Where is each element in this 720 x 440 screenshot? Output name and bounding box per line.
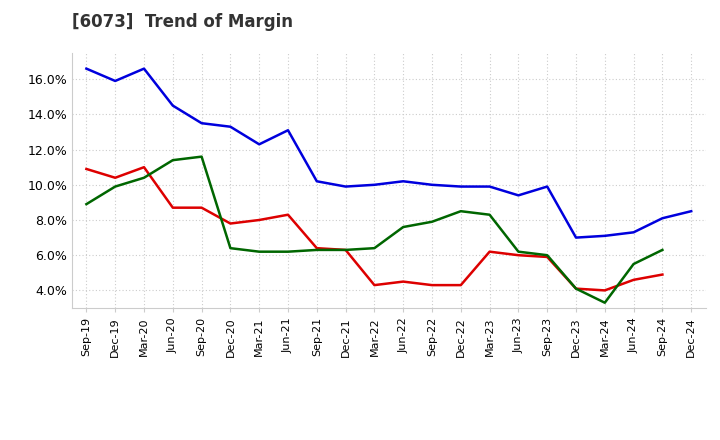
Operating Cashflow xyxy=(111,184,120,189)
Net Income xyxy=(456,282,465,288)
Operating Cashflow xyxy=(197,154,206,159)
Operating Cashflow xyxy=(226,246,235,251)
Operating Cashflow xyxy=(82,202,91,207)
Line: Operating Cashflow: Operating Cashflow xyxy=(86,157,662,303)
Operating Cashflow xyxy=(312,247,321,253)
Ordinary Income xyxy=(485,184,494,189)
Operating Cashflow xyxy=(658,247,667,253)
Operating Cashflow xyxy=(255,249,264,254)
Net Income xyxy=(485,249,494,254)
Ordinary Income xyxy=(572,235,580,240)
Ordinary Income xyxy=(687,209,696,214)
Net Income xyxy=(226,221,235,226)
Net Income xyxy=(82,166,91,172)
Net Income xyxy=(197,205,206,210)
Ordinary Income xyxy=(312,179,321,184)
Net Income xyxy=(399,279,408,284)
Line: Net Income: Net Income xyxy=(86,167,662,290)
Ordinary Income xyxy=(284,128,292,133)
Net Income xyxy=(140,165,148,170)
Ordinary Income xyxy=(82,66,91,71)
Operating Cashflow xyxy=(140,175,148,180)
Ordinary Income xyxy=(341,184,350,189)
Ordinary Income xyxy=(600,233,609,238)
Operating Cashflow xyxy=(428,219,436,224)
Ordinary Income xyxy=(456,184,465,189)
Line: Ordinary Income: Ordinary Income xyxy=(86,69,691,238)
Net Income xyxy=(284,212,292,217)
Net Income xyxy=(168,205,177,210)
Ordinary Income xyxy=(658,216,667,221)
Operating Cashflow xyxy=(284,249,292,254)
Net Income xyxy=(658,272,667,277)
Operating Cashflow xyxy=(485,212,494,217)
Text: [6073]  Trend of Margin: [6073] Trend of Margin xyxy=(72,13,293,31)
Ordinary Income xyxy=(111,78,120,84)
Ordinary Income xyxy=(197,121,206,126)
Operating Cashflow xyxy=(341,247,350,253)
Ordinary Income xyxy=(399,179,408,184)
Net Income xyxy=(428,282,436,288)
Net Income xyxy=(629,277,638,282)
Ordinary Income xyxy=(629,230,638,235)
Ordinary Income xyxy=(140,66,148,71)
Operating Cashflow xyxy=(168,158,177,163)
Operating Cashflow xyxy=(600,300,609,305)
Net Income xyxy=(111,175,120,180)
Ordinary Income xyxy=(514,193,523,198)
Operating Cashflow xyxy=(572,286,580,291)
Ordinary Income xyxy=(168,103,177,108)
Net Income xyxy=(543,254,552,260)
Operating Cashflow xyxy=(456,209,465,214)
Net Income xyxy=(341,247,350,253)
Operating Cashflow xyxy=(370,246,379,251)
Net Income xyxy=(514,253,523,258)
Ordinary Income xyxy=(543,184,552,189)
Net Income xyxy=(370,282,379,288)
Ordinary Income xyxy=(226,124,235,129)
Net Income xyxy=(255,217,264,223)
Operating Cashflow xyxy=(399,224,408,230)
Operating Cashflow xyxy=(543,253,552,258)
Net Income xyxy=(600,288,609,293)
Net Income xyxy=(572,286,580,291)
Operating Cashflow xyxy=(629,261,638,267)
Operating Cashflow xyxy=(514,249,523,254)
Net Income xyxy=(312,246,321,251)
Ordinary Income xyxy=(428,182,436,187)
Ordinary Income xyxy=(370,182,379,187)
Ordinary Income xyxy=(255,142,264,147)
